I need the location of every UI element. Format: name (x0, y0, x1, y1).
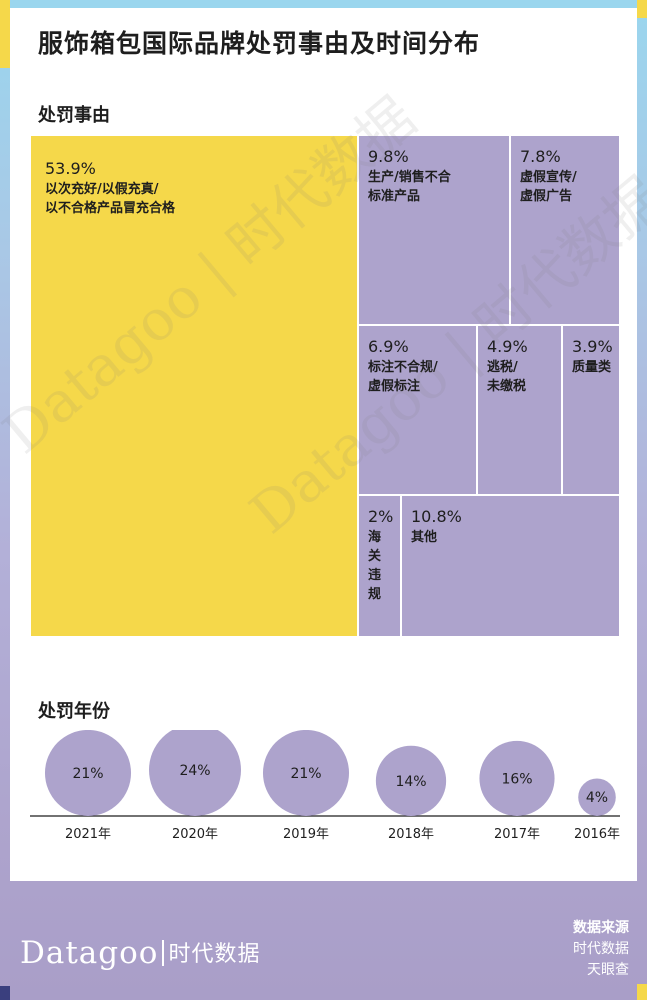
treemap-tile-fake-goods: 53.9% 以次充好/以假充真/ 以不合格产品冒充合格 (30, 135, 358, 637)
bubble-2017年 (479, 740, 555, 816)
treemap-category-label: 以次充好/以假充真/ 以不合格产品冒充合格 (45, 182, 176, 216)
accent-bar-bottom-right (637, 984, 647, 1000)
data-source: 数据来源 时代数据 天眼查 (573, 918, 629, 981)
bubble-value-label: 21% (290, 766, 321, 782)
treemap-value-label: 7.8% (520, 147, 561, 166)
logo-cn: 时代数据 (168, 942, 261, 967)
data-source-line: 天眼查 (587, 962, 629, 978)
treemap-value-label: 9.8% (368, 147, 409, 166)
bubble-value-label: 21% (72, 766, 103, 782)
treemap-category-label: 标注不合规/ 虚假标注 (368, 360, 438, 394)
treemap-value-label: 2% (368, 507, 394, 526)
treemap-tile-customs: 2% 海关 违规 (358, 495, 401, 637)
treemap-tile-false-ad: 7.8% 虚假宣传/ 虚假广告 (510, 135, 620, 325)
treemap-tile-labeling: 6.9% 标注不合规/ 虚假标注 (358, 325, 477, 495)
treemap-category-label: 逃税/ 未缴税 (487, 360, 527, 394)
treemap-category-label: 其他 (411, 530, 438, 545)
treemap-tile-tax: 4.9% 逃税/ 未缴税 (477, 325, 562, 495)
treemap-value-label: 53.9% (45, 159, 96, 178)
infographic-card: 服饰箱包国际品牌处罚事由及时间分布 处罚事由 53.9% 以次充好/以假充真/ 以… (0, 8, 647, 881)
treemap-category-label: 虚假宣传/ 虚假广告 (520, 170, 577, 204)
section-title-reasons: 处罚事由 (38, 105, 110, 126)
bubble-year-label: 2016年 (574, 827, 620, 842)
treemap-value-label: 10.8% (411, 507, 462, 526)
bubble-value-label: 16% (501, 771, 532, 787)
bubble-value-label: 24% (179, 763, 210, 779)
treemap-value-label: 4.9% (487, 337, 528, 356)
treemap-tile-substandard: 9.8% 生产/销售不合 标准产品 (358, 135, 510, 325)
bubble-2019年 (262, 730, 350, 816)
bubble-year-label: 2018年 (388, 827, 434, 842)
bubble-year-label: 2020年 (172, 827, 218, 842)
accent-bar-top-right (637, 0, 647, 18)
logo-separator (162, 940, 165, 966)
logo-latin: Datagoo (20, 935, 159, 971)
bubble-2016年 (578, 778, 616, 816)
bubble-chart: 21% 2021年 24% 2020年 21% 2019年 14% 2018年 16% 2017年… (30, 730, 620, 842)
page-title: 服饰箱包国际品牌处罚事由及时间分布 (38, 29, 481, 58)
bubble-year-label: 2017年 (494, 827, 540, 842)
accent-bar-top-left (0, 0, 10, 68)
treemap-category-label: 海关 违规 (368, 530, 382, 602)
bubble-2018年 (375, 745, 447, 816)
bubble-year-label: 2019年 (283, 827, 329, 842)
treemap-tile-quality: 3.9% 质量类 (562, 325, 620, 495)
treemap-value-label: 6.9% (368, 337, 409, 356)
treemap-value-label: 3.9% (572, 337, 613, 356)
treemap-category-label: 生产/销售不合 标准产品 (368, 170, 451, 204)
bubble-value-label: 4% (586, 790, 608, 806)
treemap-chart: 53.9% 以次充好/以假充真/ 以不合格产品冒充合格 9.8% 生产/销售不合 标准… (30, 135, 620, 637)
bubble-value-label: 14% (395, 774, 426, 790)
accent-bar-bottom-left (0, 986, 10, 1000)
bubble-2021年 (44, 730, 132, 816)
bubble-year-label: 2021年 (65, 827, 111, 842)
data-source-heading: 数据来源 (573, 920, 629, 936)
bubble-2020年 (149, 730, 241, 816)
footer-logo: Datagoo 时代数据 (20, 935, 260, 971)
section-title-years: 处罚年份 (38, 701, 110, 722)
data-source-line: 时代数据 (573, 941, 629, 957)
treemap-category-label: 质量类 (572, 360, 612, 375)
treemap-tile-other: 10.8% 其他 (401, 495, 620, 637)
